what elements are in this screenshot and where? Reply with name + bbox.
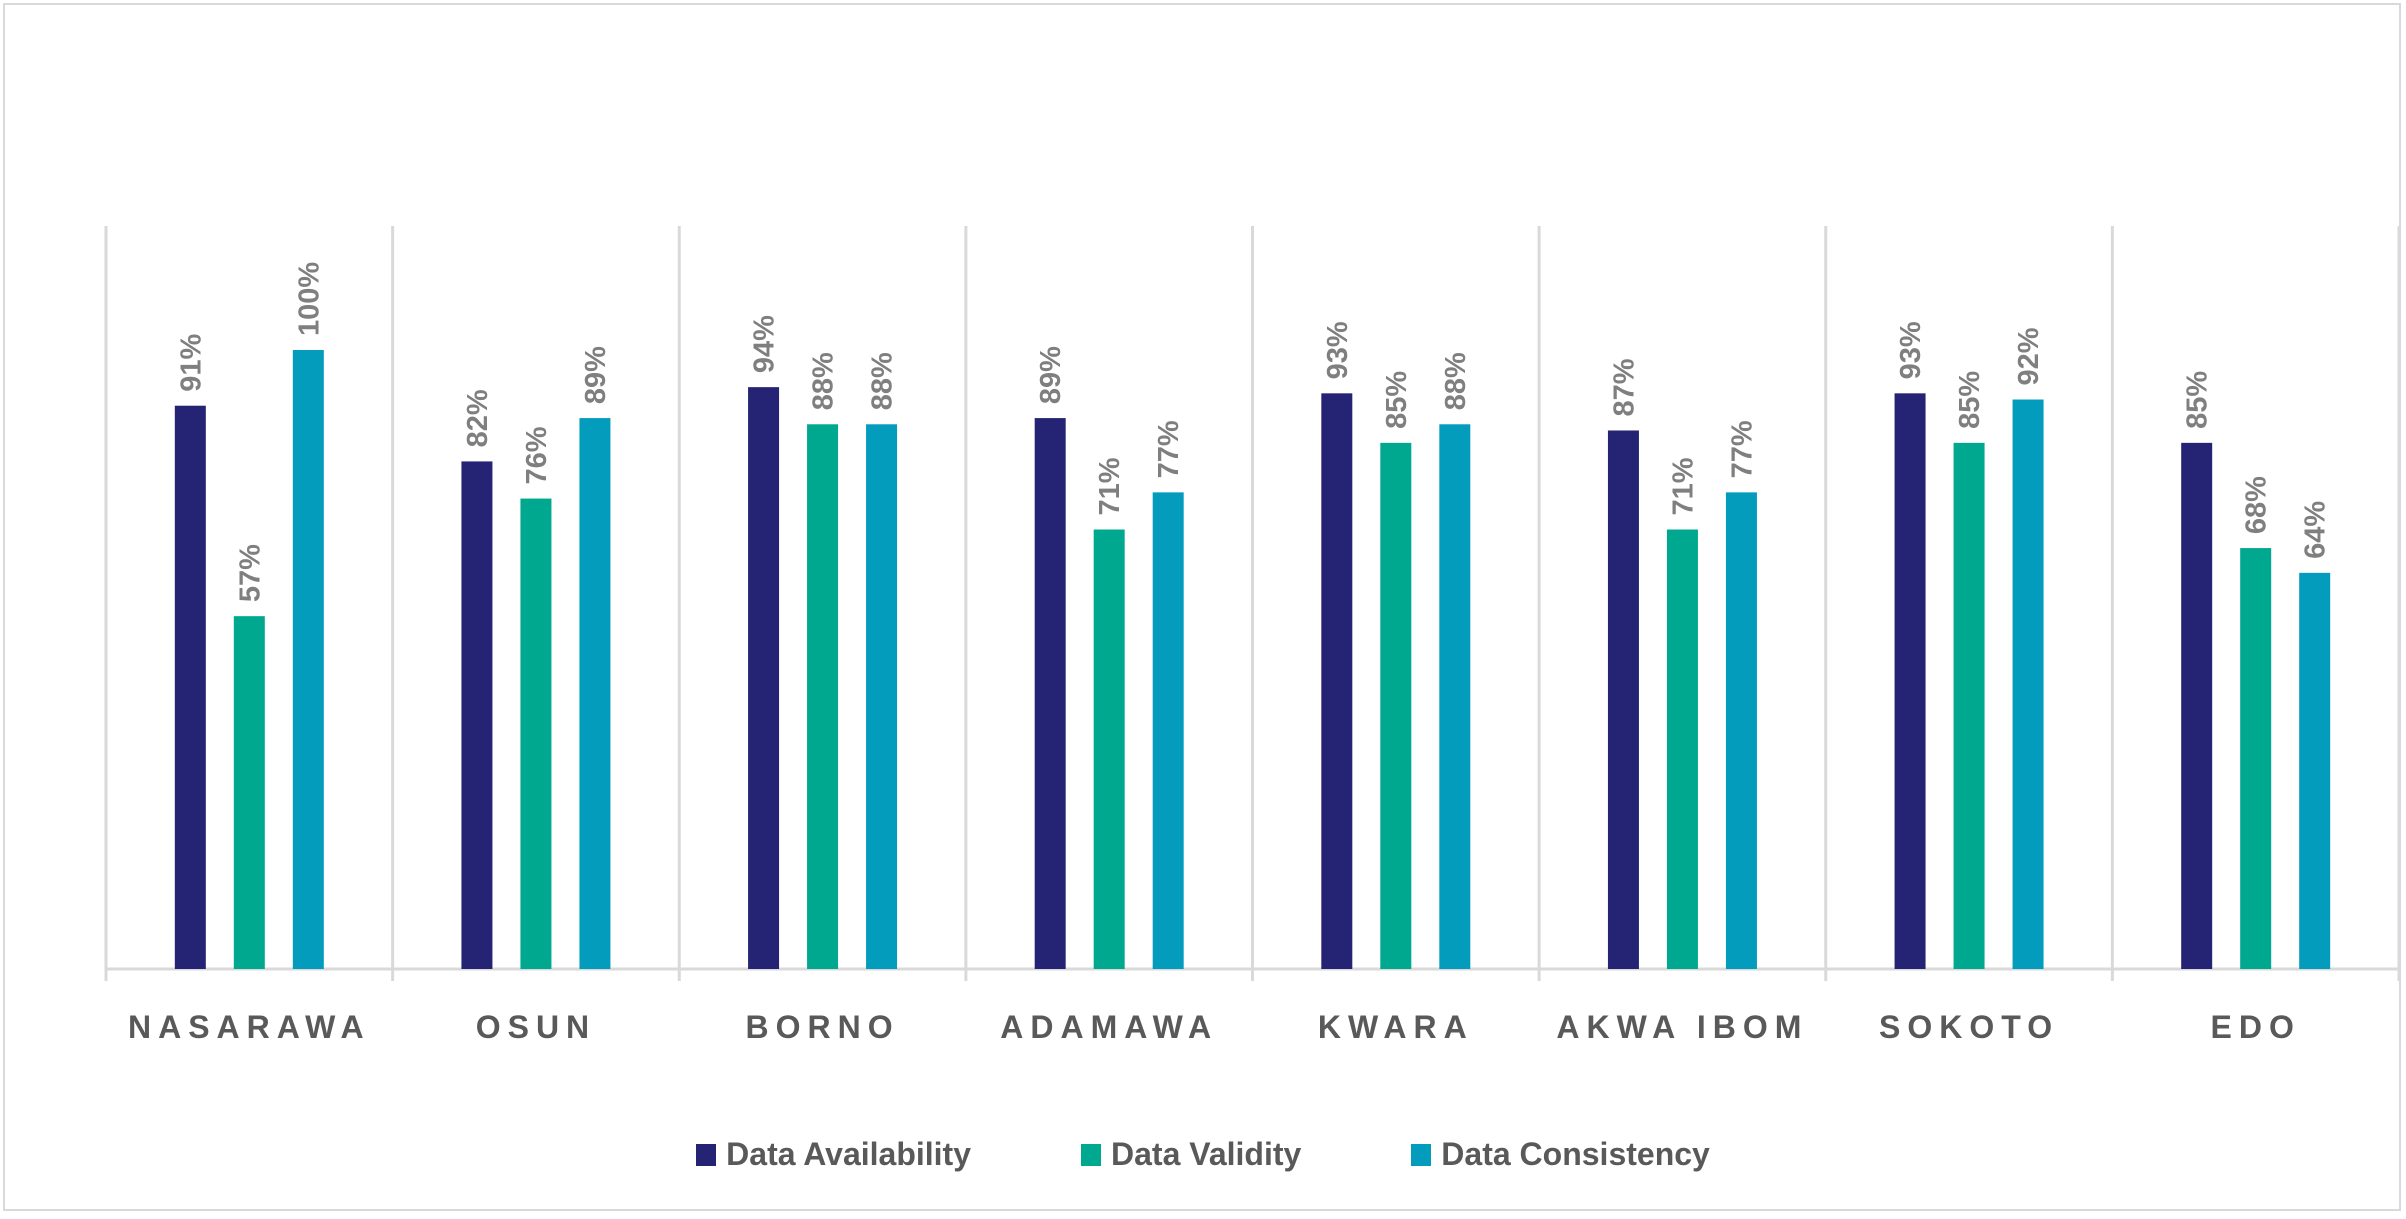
bar-data-consistency bbox=[2299, 572, 2331, 969]
legend-label: Data Validity bbox=[1111, 1136, 1302, 1172]
bar-data-validity bbox=[233, 616, 265, 969]
data-label: 88% bbox=[808, 352, 840, 410]
legend-swatch bbox=[1411, 1143, 1432, 1166]
data-label: 92% bbox=[2013, 327, 2045, 385]
bar-data-consistency bbox=[292, 350, 324, 969]
data-label: 68% bbox=[2241, 476, 2273, 534]
legend-label: Data Availability bbox=[726, 1136, 971, 1172]
data-label: 85% bbox=[1381, 371, 1413, 429]
bar-data-validity bbox=[520, 498, 552, 969]
legend-item: Data Consistency bbox=[1411, 1136, 1710, 1173]
data-label: 88% bbox=[867, 352, 899, 410]
data-label: 93% bbox=[1322, 321, 1354, 379]
bar-data-availability bbox=[2181, 442, 2213, 970]
category-label: NASARAWA bbox=[128, 1009, 371, 1045]
legend: Data Availability Data Validity Data Consi… bbox=[0, 1136, 2406, 1173]
data-label: 89% bbox=[580, 346, 612, 404]
legend-label: Data Consistency bbox=[1441, 1136, 1710, 1172]
data-label: 85% bbox=[1954, 371, 1986, 429]
data-label: 87% bbox=[1608, 358, 1640, 416]
category-label: KWARA bbox=[1318, 1009, 1474, 1045]
data-label: 77% bbox=[1153, 420, 1185, 478]
data-label: 76% bbox=[521, 426, 553, 484]
data-label: 71% bbox=[1667, 457, 1699, 515]
bar-data-availability bbox=[461, 461, 493, 969]
category-label: SOKOTO bbox=[1879, 1009, 2059, 1045]
data-label: 57% bbox=[234, 544, 266, 602]
bar-data-validity bbox=[1666, 529, 1698, 969]
data-label: 100% bbox=[293, 262, 325, 336]
bar-data-availability bbox=[1894, 393, 1926, 970]
bar-data-consistency bbox=[1152, 492, 1184, 969]
legend-swatch bbox=[696, 1143, 717, 1166]
bar-data-consistency bbox=[1725, 492, 1757, 969]
data-label: 88% bbox=[1440, 352, 1472, 410]
category-label: OSUN bbox=[476, 1009, 596, 1045]
bar-data-availability bbox=[748, 387, 780, 969]
bar-data-consistency bbox=[2012, 399, 2044, 969]
bar-data-validity bbox=[2240, 548, 2272, 969]
category-label: EDO bbox=[2211, 1009, 2301, 1045]
data-label: 94% bbox=[749, 315, 781, 373]
data-label: 77% bbox=[1726, 420, 1758, 478]
data-label: 93% bbox=[1895, 321, 1927, 379]
bar-data-availability bbox=[1321, 393, 1353, 970]
bar-data-validity bbox=[1380, 442, 1412, 970]
data-label: 89% bbox=[1035, 346, 1067, 404]
legend-swatch bbox=[1081, 1143, 1101, 1166]
category-label: BORNO bbox=[746, 1009, 900, 1045]
bar-data-validity bbox=[807, 424, 839, 969]
bar-data-consistency bbox=[866, 424, 898, 969]
data-label: 64% bbox=[2300, 501, 2332, 559]
data-label: 82% bbox=[462, 389, 494, 447]
bar-data-consistency bbox=[1439, 424, 1471, 969]
bar-data-validity bbox=[1953, 442, 1985, 970]
legend-item: Data Validity bbox=[1081, 1136, 1301, 1173]
bar-data-consistency bbox=[579, 418, 611, 970]
bar-data-availability bbox=[1034, 418, 1066, 970]
data-label: 91% bbox=[175, 333, 207, 391]
category-label: AKWA IBOM bbox=[1556, 1009, 1808, 1045]
legend-item: Data Availability bbox=[696, 1136, 971, 1173]
category-label: ADAMAWA bbox=[1000, 1009, 1218, 1045]
bar-data-availability bbox=[1607, 430, 1639, 970]
data-label: 85% bbox=[2182, 371, 2214, 429]
bar-data-validity bbox=[1093, 529, 1125, 969]
bar-data-availability bbox=[174, 405, 206, 970]
data-label: 71% bbox=[1094, 457, 1126, 515]
